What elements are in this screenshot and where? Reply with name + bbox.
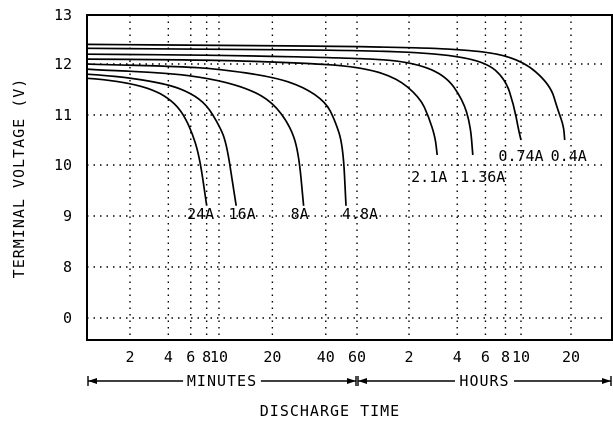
- curve-label: 4.8A: [342, 205, 378, 223]
- x-tick-label: 20: [562, 348, 580, 366]
- plot-frame: [86, 14, 613, 341]
- y-tick-labels: 13 12 11 10 9 8 0: [54, 6, 72, 327]
- curve-label: 2.1A: [411, 168, 447, 186]
- curve-label: 8A: [291, 205, 309, 223]
- x-tick-label: 4: [453, 348, 462, 366]
- x-tick-label: 4: [164, 348, 173, 366]
- range-label: MINUTES: [187, 372, 257, 390]
- x-tick-label: 20: [263, 348, 281, 366]
- curve-2_1A: [86, 58, 439, 156]
- curve-16A: [86, 73, 238, 206]
- x-tick-label: 2: [404, 348, 413, 366]
- y-tick-label: 12: [54, 55, 72, 73]
- range-arrow-right: [347, 378, 356, 384]
- x-tick-label: 6: [186, 348, 195, 366]
- y-tick-label: 11: [54, 106, 72, 124]
- x-tick-label: 2: [125, 348, 134, 366]
- y-tick-label: 13: [54, 6, 72, 24]
- y-tick-label: 8: [63, 258, 72, 276]
- y-axis-title: TERMINAL VOLTAGE (V): [10, 78, 28, 279]
- x-tick-label: 60: [348, 348, 366, 366]
- curves: [86, 43, 566, 206]
- x-tick-label: 10: [512, 348, 530, 366]
- curve-4_8A: [86, 63, 347, 206]
- curve-label: 0.4A: [551, 147, 587, 165]
- curve-1_36A: [86, 53, 474, 156]
- grid-lines: [87, 15, 604, 340]
- curve-8A: [86, 68, 305, 206]
- x-tick-label: 40: [317, 348, 335, 366]
- x-axis-title: DISCHARGE TIME: [260, 402, 400, 420]
- curve-0_4A: [86, 43, 566, 141]
- curve-labels: 24A 16A 8A 4.8A 2.1A 1.36A 0.74A 0.4A: [187, 147, 587, 223]
- time-range-brackets: MINUTES HOURS: [87, 372, 612, 390]
- curve-label: 0.74A: [498, 147, 543, 165]
- curve-label: 24A: [187, 205, 214, 223]
- x-tick-label: 8: [501, 348, 510, 366]
- range-arrow-left: [358, 378, 367, 384]
- x-tick-label: 8: [202, 348, 211, 366]
- x-tick-label: 10: [210, 348, 228, 366]
- range-label: HOURS: [459, 372, 509, 390]
- y-tick-label: 0: [63, 309, 72, 327]
- curve-0_74A: [86, 47, 522, 141]
- x-tick-labels: 2 4 6 810 20 40 60 2 4 6 8 10 20: [125, 348, 580, 366]
- y-tick-label: 9: [63, 207, 72, 225]
- curve-label: 16A: [229, 205, 256, 223]
- range-arrow-left: [88, 378, 97, 384]
- x-tick-label: 6: [481, 348, 490, 366]
- curve-24A: [86, 77, 208, 206]
- curve-label: 1.36A: [460, 168, 505, 186]
- range-arrow-right: [602, 378, 611, 384]
- y-tick-label: 10: [54, 156, 72, 174]
